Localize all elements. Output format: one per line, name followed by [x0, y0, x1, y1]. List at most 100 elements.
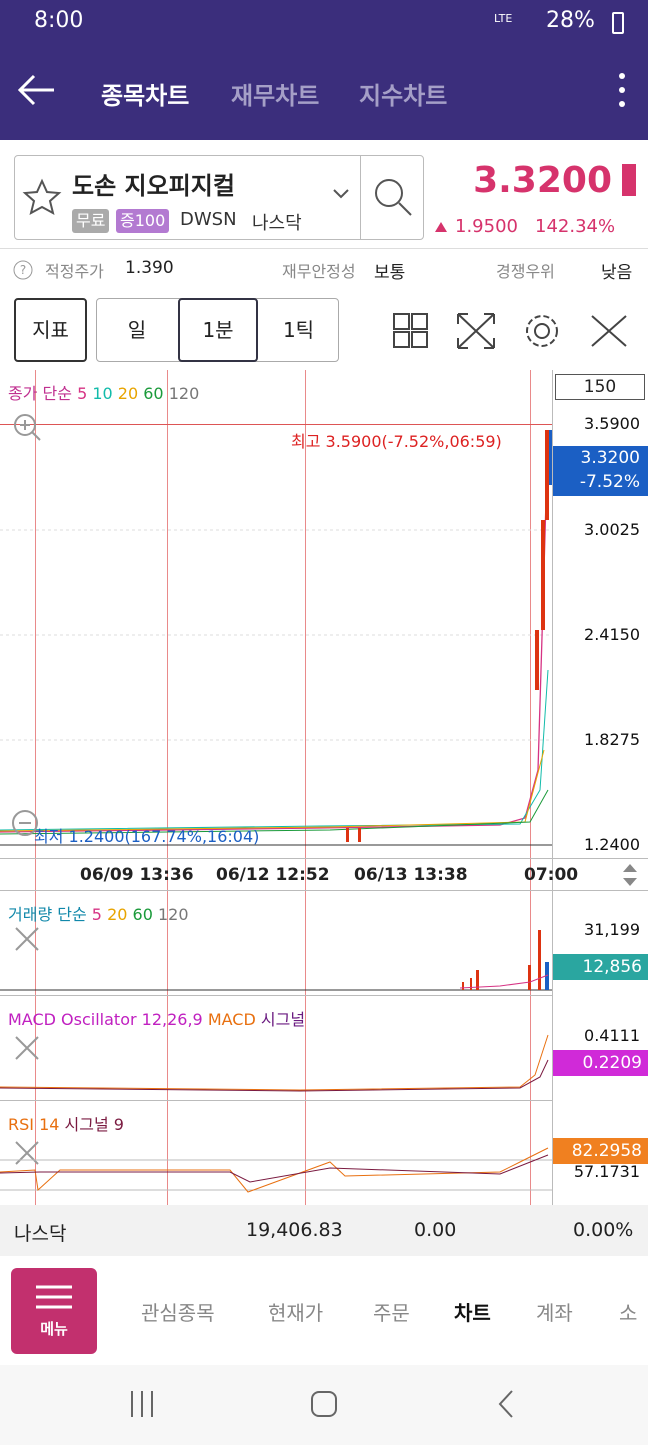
back-button[interactable] [14, 70, 58, 110]
stock-name: 도손 지오피지컬 [72, 172, 235, 200]
nav-item[interactable]: 관심종목 [141, 1301, 215, 1325]
status-battery: 28% [546, 8, 595, 33]
change: 1.9500 [455, 216, 518, 237]
legend-item: 20 [117, 384, 139, 403]
info-value: 낮음 [601, 263, 633, 283]
tab[interactable]: 재무차트 [231, 82, 320, 110]
macd-legend: MACD Oscillator 12,26,9 MACD 시그널 [8, 1006, 305, 1030]
legend-item: 20 [107, 905, 128, 924]
more-menu[interactable] [612, 70, 632, 110]
y-tick-label: 1.2400 [584, 835, 640, 854]
x-tick-label: 06/09 13:36 [80, 865, 194, 885]
legend-item: 10 [92, 384, 113, 403]
index-change: 0.00 [414, 1219, 457, 1241]
system-nav-buttons[interactable] [120, 1385, 540, 1425]
zoom-out[interactable] [10, 808, 40, 838]
rsi-current: 82.2958 [553, 1138, 648, 1164]
rsi-other: 57.1731 [573, 1162, 640, 1181]
tab[interactable]: 종목차트 [101, 82, 190, 110]
dropdown-icon[interactable] [332, 188, 350, 200]
legend-item: 120 [168, 384, 200, 403]
scroll-arrows[interactable] [620, 862, 640, 888]
badge: 무료 [72, 209, 110, 233]
index-bar [0, 1205, 648, 1256]
x-tick-label: 06/12 12:52 [216, 865, 330, 885]
legend-item: 거래량 단순 [8, 905, 87, 924]
price-plot [0, 429, 552, 846]
legend-item: RSI 14 [8, 1115, 60, 1134]
session-line [35, 370, 36, 1205]
divider [0, 995, 552, 996]
nav-item[interactable]: 주문 [373, 1301, 410, 1325]
search-button[interactable] [372, 176, 414, 218]
period-button[interactable]: 일 [127, 318, 147, 342]
high-label: 최고 3.5900(-7.52%,06:59) [291, 432, 502, 451]
svg-text:?: ? [20, 263, 26, 277]
nav-item[interactable]: 현재가 [268, 1301, 324, 1325]
current-pct: -7.52% [579, 472, 640, 492]
legend-item: 시그널 9 [64, 1115, 124, 1134]
x-tick-label: 07:00 [524, 865, 579, 885]
system-nav [0, 1365, 648, 1445]
info-value: 1.390 [125, 258, 174, 278]
y-tick-label: 2.4150 [584, 625, 640, 644]
indicator-button[interactable]: 지표 [14, 298, 87, 362]
battery-icon [612, 12, 624, 34]
badge: 증100 [116, 209, 170, 233]
help-icon[interactable]: ? [12, 259, 34, 281]
divider [0, 858, 648, 859]
info-label: 경쟁우위 [496, 262, 555, 281]
legend-item: 5 [77, 384, 88, 403]
volume-plot [0, 927, 552, 991]
period-button[interactable]: 1분 [178, 298, 258, 362]
legend-item: 60 [132, 905, 153, 924]
session-line [305, 370, 306, 1205]
tab[interactable]: 지수차트 [359, 82, 448, 110]
current-price-box: 3.3200 -7.52% [553, 446, 648, 496]
status-network: LTE [494, 12, 513, 25]
y-tick-label: 3.5900 [584, 414, 640, 433]
zoom-in[interactable] [12, 412, 42, 442]
y-tick-label: 3.0025 [584, 520, 640, 539]
count-box[interactable]: 150 [555, 374, 645, 400]
index-change-pct: 0.00% [573, 1219, 634, 1241]
axis-line [552, 370, 553, 1205]
legend-item: 5 [91, 905, 102, 924]
rsi-legend: RSI 14 시그널 9 [8, 1111, 124, 1135]
price: 3.3200 [473, 160, 612, 201]
info-label: 적정주가 [45, 262, 104, 281]
stock-selector[interactable] [14, 155, 424, 240]
macd-current: 0.2209 [553, 1050, 648, 1076]
nav-item[interactable]: 소 [619, 1301, 638, 1325]
info-value: 보통 [374, 263, 406, 283]
index-value: 19,406.83 [246, 1219, 343, 1241]
up-arrow [435, 222, 447, 232]
legend-item: MACD [207, 1010, 256, 1029]
session-line [530, 370, 531, 1205]
nav-item[interactable]: 차트 [454, 1301, 491, 1325]
legend-item: 시그널 [260, 1010, 306, 1029]
nav-item[interactable]: 계좌 [536, 1301, 573, 1325]
divider [360, 155, 361, 240]
toolbar-icons[interactable] [392, 312, 636, 350]
macd-max: 0.4111 [584, 1026, 640, 1045]
menu-button[interactable]: 메뉴 [11, 1268, 97, 1354]
index-name: 나스닥 [14, 1223, 67, 1245]
menu-icon [36, 1285, 72, 1309]
volume-current: 12,856 [553, 954, 648, 980]
period-button[interactable]: 1틱 [282, 318, 315, 342]
change-pct: 142.34% [535, 216, 616, 237]
favorite-star[interactable] [22, 178, 62, 218]
menu-label: 메뉴 [40, 1320, 68, 1338]
app-header [0, 0, 648, 140]
session-line [167, 370, 168, 1205]
macd-plot [0, 1034, 549, 1092]
volume-max: 31,199 [584, 920, 640, 939]
legend-item: MACD Oscillator 12,26,9 [8, 1010, 203, 1029]
volume-legend: 거래량 단순 5 20 60 120 [8, 901, 189, 925]
rsi-plot [0, 1141, 552, 1193]
price-bar [622, 164, 636, 196]
legend-item: 120 [157, 905, 189, 924]
low-label: 최저 1.2400(167.74%,16:04) [34, 827, 260, 846]
